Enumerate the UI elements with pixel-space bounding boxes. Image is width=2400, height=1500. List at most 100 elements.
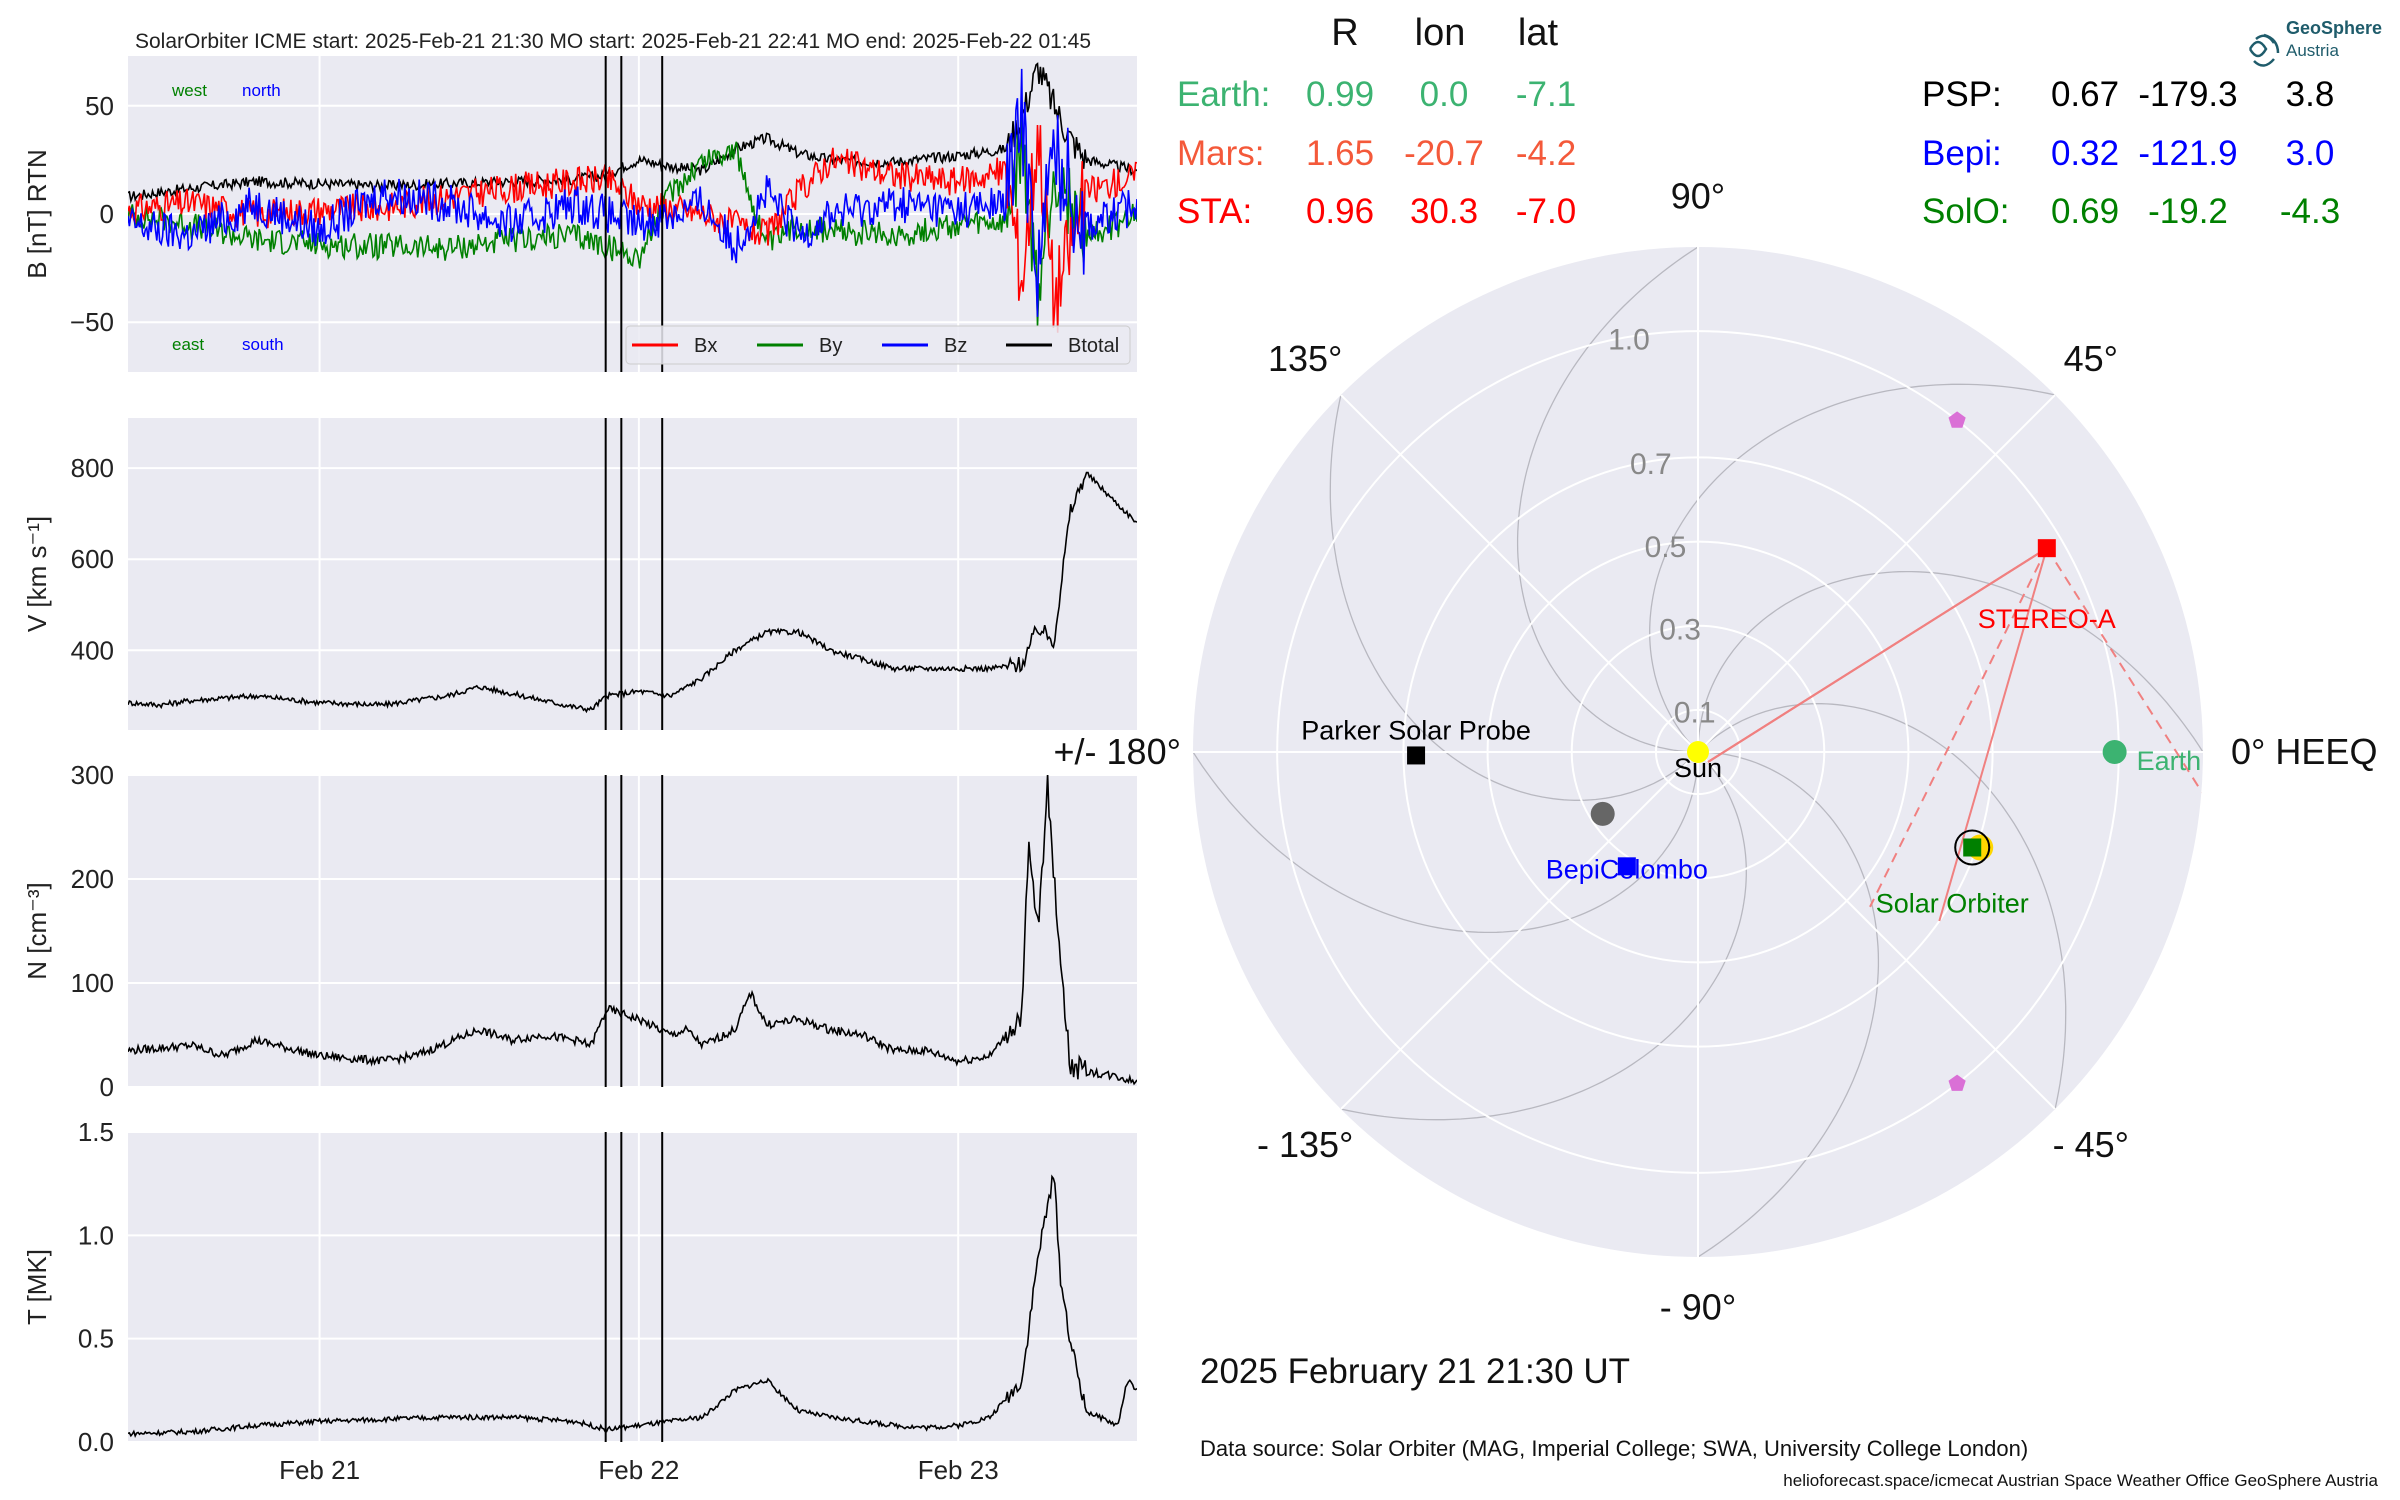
body-marker xyxy=(1407,746,1426,765)
row-name: Bepi: xyxy=(1922,134,2002,173)
radial-label: 1.0 xyxy=(1608,324,1650,357)
y-axis-label: T [MK] xyxy=(22,1249,52,1325)
direction-annotation-south: south xyxy=(242,335,284,354)
body-earth: Earth xyxy=(2102,740,2202,776)
time-stamp: 2025 February 21 21:30 UT xyxy=(1200,1352,1630,1391)
panel-background xyxy=(128,1132,1137,1442)
row-name: Earth: xyxy=(1177,75,1270,114)
body-label: Earth xyxy=(2137,746,2202,776)
table-header-R: R xyxy=(1331,12,1358,54)
body-marker xyxy=(2102,740,2127,764)
geosphere-logo: GeoSphere Austria xyxy=(2248,18,2382,67)
radial-label: 0.1 xyxy=(1674,697,1716,730)
panel-background xyxy=(128,418,1137,730)
body-sun: Sun xyxy=(1674,741,1722,783)
series-line-v xyxy=(128,471,1137,714)
y-tick-label: 0.5 xyxy=(78,1324,114,1354)
series-line-t xyxy=(128,1174,1137,1439)
row-name: SolO: xyxy=(1922,192,2010,231)
y-tick-label: 300 xyxy=(71,760,114,790)
panel-b-field: 50 0 −50 B [nT] RTN west north east south Bx By Bz… xyxy=(22,56,1137,372)
table-header-lat: lat xyxy=(1518,12,1559,54)
body-marker xyxy=(1687,741,1709,763)
body-label: STEREO-A xyxy=(1978,604,2116,634)
direction-annotation-east: east xyxy=(172,335,204,354)
row-lon: -121.9 xyxy=(2138,134,2237,173)
row-lat: 3.0 xyxy=(2286,134,2335,173)
legend-label-bx: Bx xyxy=(694,335,717,357)
x-tick-label: Feb 22 xyxy=(598,1455,679,1485)
sta-ray xyxy=(2045,547,2203,848)
y-tick-label: 0.0 xyxy=(78,1427,114,1457)
y-tick-label: 100 xyxy=(71,968,114,998)
legend: Bx By Bz Btotal xyxy=(625,325,1131,365)
solo-highlight-ring xyxy=(1954,829,1991,866)
y-tick-label: 0 xyxy=(100,199,114,229)
row-lat: -4.3 xyxy=(2280,192,2340,231)
radial-label: 0.7 xyxy=(1630,448,1672,481)
body-label: Sun xyxy=(1674,753,1722,783)
angle-label: 90° xyxy=(1671,176,1725,217)
timeseries-panels: 50 0 −50 B [nT] RTN west north east south Bx By Bz… xyxy=(22,56,1137,1485)
y-tick-label: 50 xyxy=(85,91,114,121)
radial-label: 0.3 xyxy=(1659,614,1701,647)
row-lon: -179.3 xyxy=(2138,75,2237,114)
body-label: Parker Solar Probe xyxy=(1301,715,1531,745)
row-name: STA: xyxy=(1177,192,1252,231)
planet-circle-marker xyxy=(1590,801,1615,826)
direction-annotation-north: north xyxy=(242,81,281,100)
y-tick-label: −50 xyxy=(70,307,114,337)
row-r: 1.65 xyxy=(1306,134,1374,173)
row-lon: -20.7 xyxy=(1404,134,1484,173)
angle-spoke xyxy=(1340,751,1699,1110)
series-line-by xyxy=(128,112,1137,327)
x-tick-label: Feb 23 xyxy=(918,1455,999,1485)
sta-ray xyxy=(1938,547,2048,922)
row-r: 0.99 xyxy=(1306,75,1374,114)
planet-pentagon-marker xyxy=(1948,411,1966,428)
panel-temperature: 1.5 1.0 0.5 0.0 T [MK] Feb 21 Feb 22 Feb 23 xyxy=(22,1117,1137,1485)
row-r: 0.96 xyxy=(1306,192,1374,231)
body-parker-solar-probe: Parker Solar Probe xyxy=(1301,715,1531,765)
x-tick-label: Feb 21 xyxy=(279,1455,360,1485)
y-axis-label: B [nT] RTN xyxy=(22,149,52,279)
table-row-solo: SolO: 0.69 -19.2 -4.3 xyxy=(1922,192,2340,231)
table-row-mars: Mars: 1.65 -20.7 -4.2 xyxy=(1177,134,1576,173)
table-row-earth: Earth: 0.99 0.0 -7.1 xyxy=(1177,75,1576,114)
sta-sun-line xyxy=(1707,547,2048,763)
body-bepicolombo: BepiColombo xyxy=(1546,854,1708,884)
row-lat: -4.2 xyxy=(1516,134,1576,173)
angle-label: +/- 180° xyxy=(1054,731,1181,772)
logo-line2: Austria xyxy=(2286,41,2339,60)
planet-pentagon-marker xyxy=(1948,1074,1966,1091)
y-tick-label: 0 xyxy=(100,1072,114,1102)
body-label: BepiColombo xyxy=(1546,854,1708,884)
panel-background xyxy=(128,775,1137,1087)
series-line-bz xyxy=(128,68,1137,317)
table-row-psp: PSP: 0.67 -179.3 3.8 xyxy=(1922,75,2334,114)
series-line-btotal xyxy=(128,62,1137,204)
y-tick-label: 800 xyxy=(71,453,114,483)
row-r: 0.32 xyxy=(2051,134,2119,173)
table-row-sta: STA: 0.96 30.3 -7.0 xyxy=(1177,192,1576,231)
polar-plot: 0.1 0.3 0.5 0.7 1.0 0° HEEQ 45° 90° 135° +/- 180°… xyxy=(1054,176,2378,1328)
data-source: Data source: Solar Orbiter (MAG, Imperia… xyxy=(1200,1436,2028,1461)
body-stereo-a: STEREO-A xyxy=(1978,539,2116,634)
y-tick-label: 200 xyxy=(71,864,114,894)
angle-label: 135° xyxy=(1268,338,1342,379)
footer-credits: helioforecast.space/icmecat Austrian Spa… xyxy=(1783,1471,2378,1490)
angle-label: - 45° xyxy=(2053,1124,2129,1165)
row-lat: 3.8 xyxy=(2286,75,2335,114)
body-marker xyxy=(2037,539,2056,558)
angle-label: - 135° xyxy=(1257,1124,1353,1165)
header-title: SolarOrbiter ICME start: 2025-Feb-21 21:… xyxy=(135,30,1091,53)
y-axis-label: V [km s⁻¹] xyxy=(22,516,52,632)
legend-label-by: By xyxy=(819,335,842,357)
panel-density: 300 200 100 0 N [cm⁻³] xyxy=(22,760,1137,1102)
legend-label-btotal: Btotal xyxy=(1068,335,1119,357)
table-header-lon: lon xyxy=(1415,12,1466,54)
y-tick-label: 1.0 xyxy=(78,1220,114,1250)
angle-label: 45° xyxy=(2064,338,2118,379)
angle-spoke xyxy=(1697,394,2056,753)
